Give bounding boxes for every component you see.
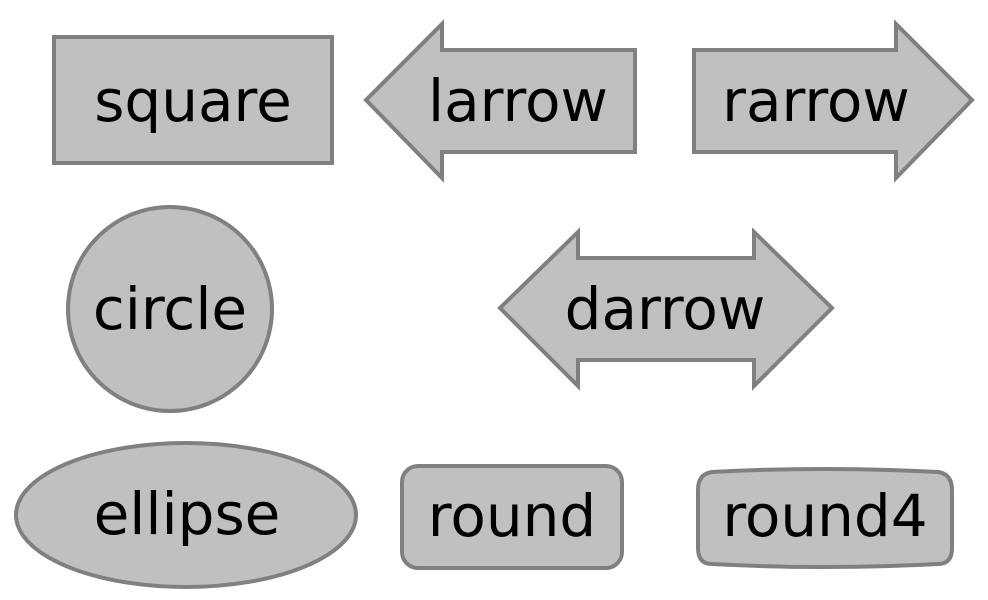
ellipse-node: ellipse — [14, 441, 358, 589]
round4-label: round4 — [722, 482, 927, 550]
circle-shape — [66, 205, 274, 413]
round-node: round — [400, 464, 624, 570]
circle-label: circle — [93, 275, 247, 343]
darrow-node: darrow — [497, 227, 835, 391]
larrow-shape — [363, 19, 637, 183]
rarrow-label: rarrow — [722, 67, 910, 135]
round4-node: round4 — [696, 467, 954, 569]
rarrow-shape — [692, 19, 975, 183]
rarrow-node: rarrow — [692, 19, 975, 183]
ellipse-shape — [14, 441, 358, 589]
larrow-node: larrow — [363, 19, 637, 183]
circle-node: circle — [66, 205, 274, 413]
square-shape — [52, 35, 334, 165]
darrow-label: darrow — [565, 275, 766, 343]
darrow-shape — [497, 227, 835, 391]
square-node: square — [52, 35, 334, 165]
round-label: round — [428, 482, 596, 550]
ellipse-label: ellipse — [94, 480, 281, 548]
round-shape — [400, 464, 624, 570]
round4-shape — [696, 467, 954, 569]
square-label: square — [94, 67, 292, 135]
larrow-label: larrow — [428, 67, 608, 135]
